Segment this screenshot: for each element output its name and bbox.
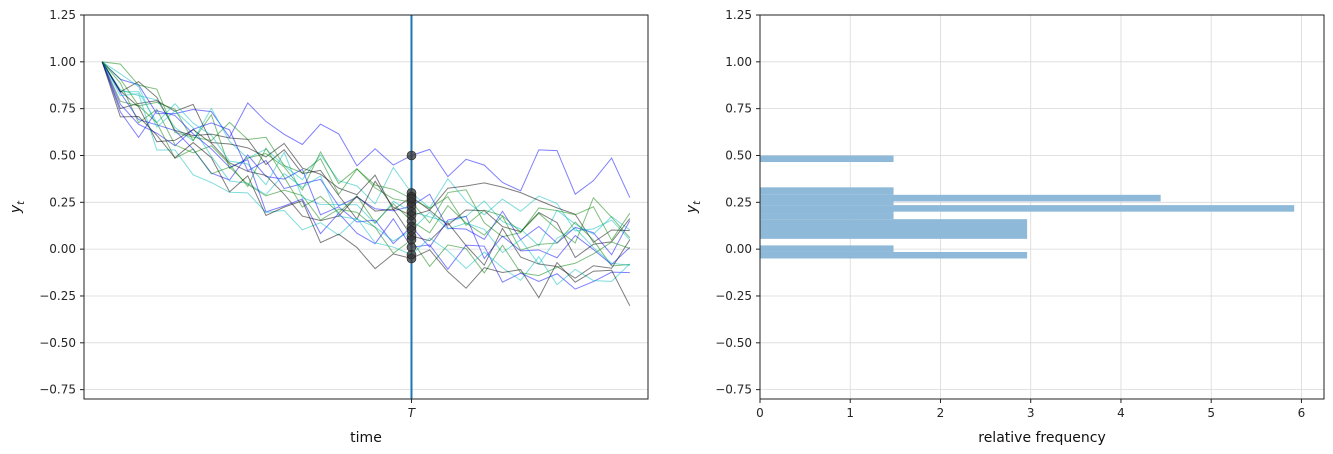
right-axes-frame bbox=[759, 14, 1325, 400]
left-y-axis-label: yt bbox=[8, 200, 27, 214]
path-series-line bbox=[101, 61, 631, 247]
value-at-T-point bbox=[406, 193, 417, 204]
right-y-tick-label: −0.50 bbox=[715, 336, 752, 350]
right-y-tick-label: −0.25 bbox=[715, 289, 752, 303]
value-at-T-point bbox=[406, 150, 417, 161]
right-x-ticks: 0 1 2 3 4 5 6 bbox=[756, 399, 1305, 420]
histogram-bar bbox=[760, 155, 894, 163]
left-series-group bbox=[101, 61, 631, 306]
left-y-tick-label: 0.00 bbox=[49, 242, 76, 256]
right-y-tick-label: 0.75 bbox=[725, 102, 752, 116]
right-x-tick-label: 4 bbox=[1117, 406, 1125, 420]
right-y-tick-label: −0.75 bbox=[715, 383, 752, 397]
path-series-line bbox=[101, 61, 631, 256]
right-x-tick-label: 2 bbox=[937, 406, 945, 420]
left-axes-frame bbox=[83, 14, 649, 400]
left-x-tick-label: T bbox=[408, 406, 417, 420]
left-y-tick-label: −0.25 bbox=[39, 289, 76, 303]
histogram-bar bbox=[760, 198, 894, 206]
path-series-line bbox=[101, 61, 631, 266]
left-y-tick-label: 1.25 bbox=[49, 8, 76, 22]
right-x-tick-label: 0 bbox=[756, 406, 764, 420]
right-x-axis-label: relative frequency bbox=[978, 430, 1105, 446]
left-y-ticks: −0.75 −0.50 −0.25 0.00 0.25 0.50 0.75 1.00 1.25 bbox=[39, 8, 84, 397]
right-y-axis-label: yt bbox=[684, 200, 703, 214]
path-series-line bbox=[101, 61, 631, 241]
right-y-tick-label: 1.25 bbox=[725, 8, 752, 22]
histogram-bar bbox=[760, 219, 1028, 239]
left-y-tick-label: 0.25 bbox=[49, 195, 76, 209]
left-x-ticks: T bbox=[408, 399, 417, 420]
path-series-line bbox=[101, 61, 631, 242]
path-series-line bbox=[101, 61, 631, 286]
right-y-tick-label: 0.00 bbox=[725, 242, 752, 256]
histogram-bar bbox=[760, 213, 894, 220]
path-series-line bbox=[101, 61, 631, 306]
value-at-T-point bbox=[406, 253, 417, 264]
right-y-ticks: −0.75 −0.50 −0.25 0.00 0.25 0.50 0.75 1.00 1.25 bbox=[715, 8, 760, 397]
histogram-bar bbox=[760, 251, 1028, 259]
path-series-line bbox=[102, 61, 631, 244]
histogram-bar bbox=[760, 194, 1161, 202]
left-y-tick-label: 1.00 bbox=[49, 55, 76, 69]
right-x-tick-label: 5 bbox=[1207, 406, 1215, 420]
histogram-bar bbox=[760, 187, 894, 195]
right-x-tick-label: 6 bbox=[1298, 406, 1306, 420]
histogram-bar bbox=[760, 205, 1295, 212]
right-y-tick-label: 0.50 bbox=[725, 148, 752, 162]
path-series-line bbox=[101, 61, 630, 277]
right-x-tick-label: 3 bbox=[1027, 406, 1035, 420]
path-series-line bbox=[101, 61, 631, 279]
histogram-bar bbox=[760, 245, 894, 252]
right-y-tick-label: 1.00 bbox=[725, 55, 752, 69]
right-y-tick-label: 0.25 bbox=[725, 195, 752, 209]
left-y-tick-label: −0.50 bbox=[39, 336, 76, 350]
right-x-tick-label: 1 bbox=[846, 406, 854, 420]
left-dots-group bbox=[406, 150, 417, 264]
path-series-line bbox=[101, 61, 630, 290]
paths-chart: −0.75−0.50−0.250.000.250.500.751.001.25 … bbox=[8, 8, 649, 446]
histogram-chart: −0.75−0.50−0.250.000.250.500.751.001.25 … bbox=[684, 8, 1325, 446]
left-grid bbox=[84, 14, 648, 391]
path-series-line bbox=[101, 61, 630, 267]
right-bars-group bbox=[760, 155, 1295, 259]
left-y-tick-label: −0.75 bbox=[39, 383, 76, 397]
path-series-line bbox=[101, 61, 630, 244]
left-y-tick-label: 0.75 bbox=[49, 102, 76, 116]
left-x-axis-label: time bbox=[350, 430, 382, 446]
left-y-tick-label: 0.50 bbox=[49, 148, 76, 162]
path-series-line bbox=[101, 61, 631, 259]
path-series-line bbox=[101, 61, 630, 266]
path-series-line bbox=[101, 61, 631, 198]
